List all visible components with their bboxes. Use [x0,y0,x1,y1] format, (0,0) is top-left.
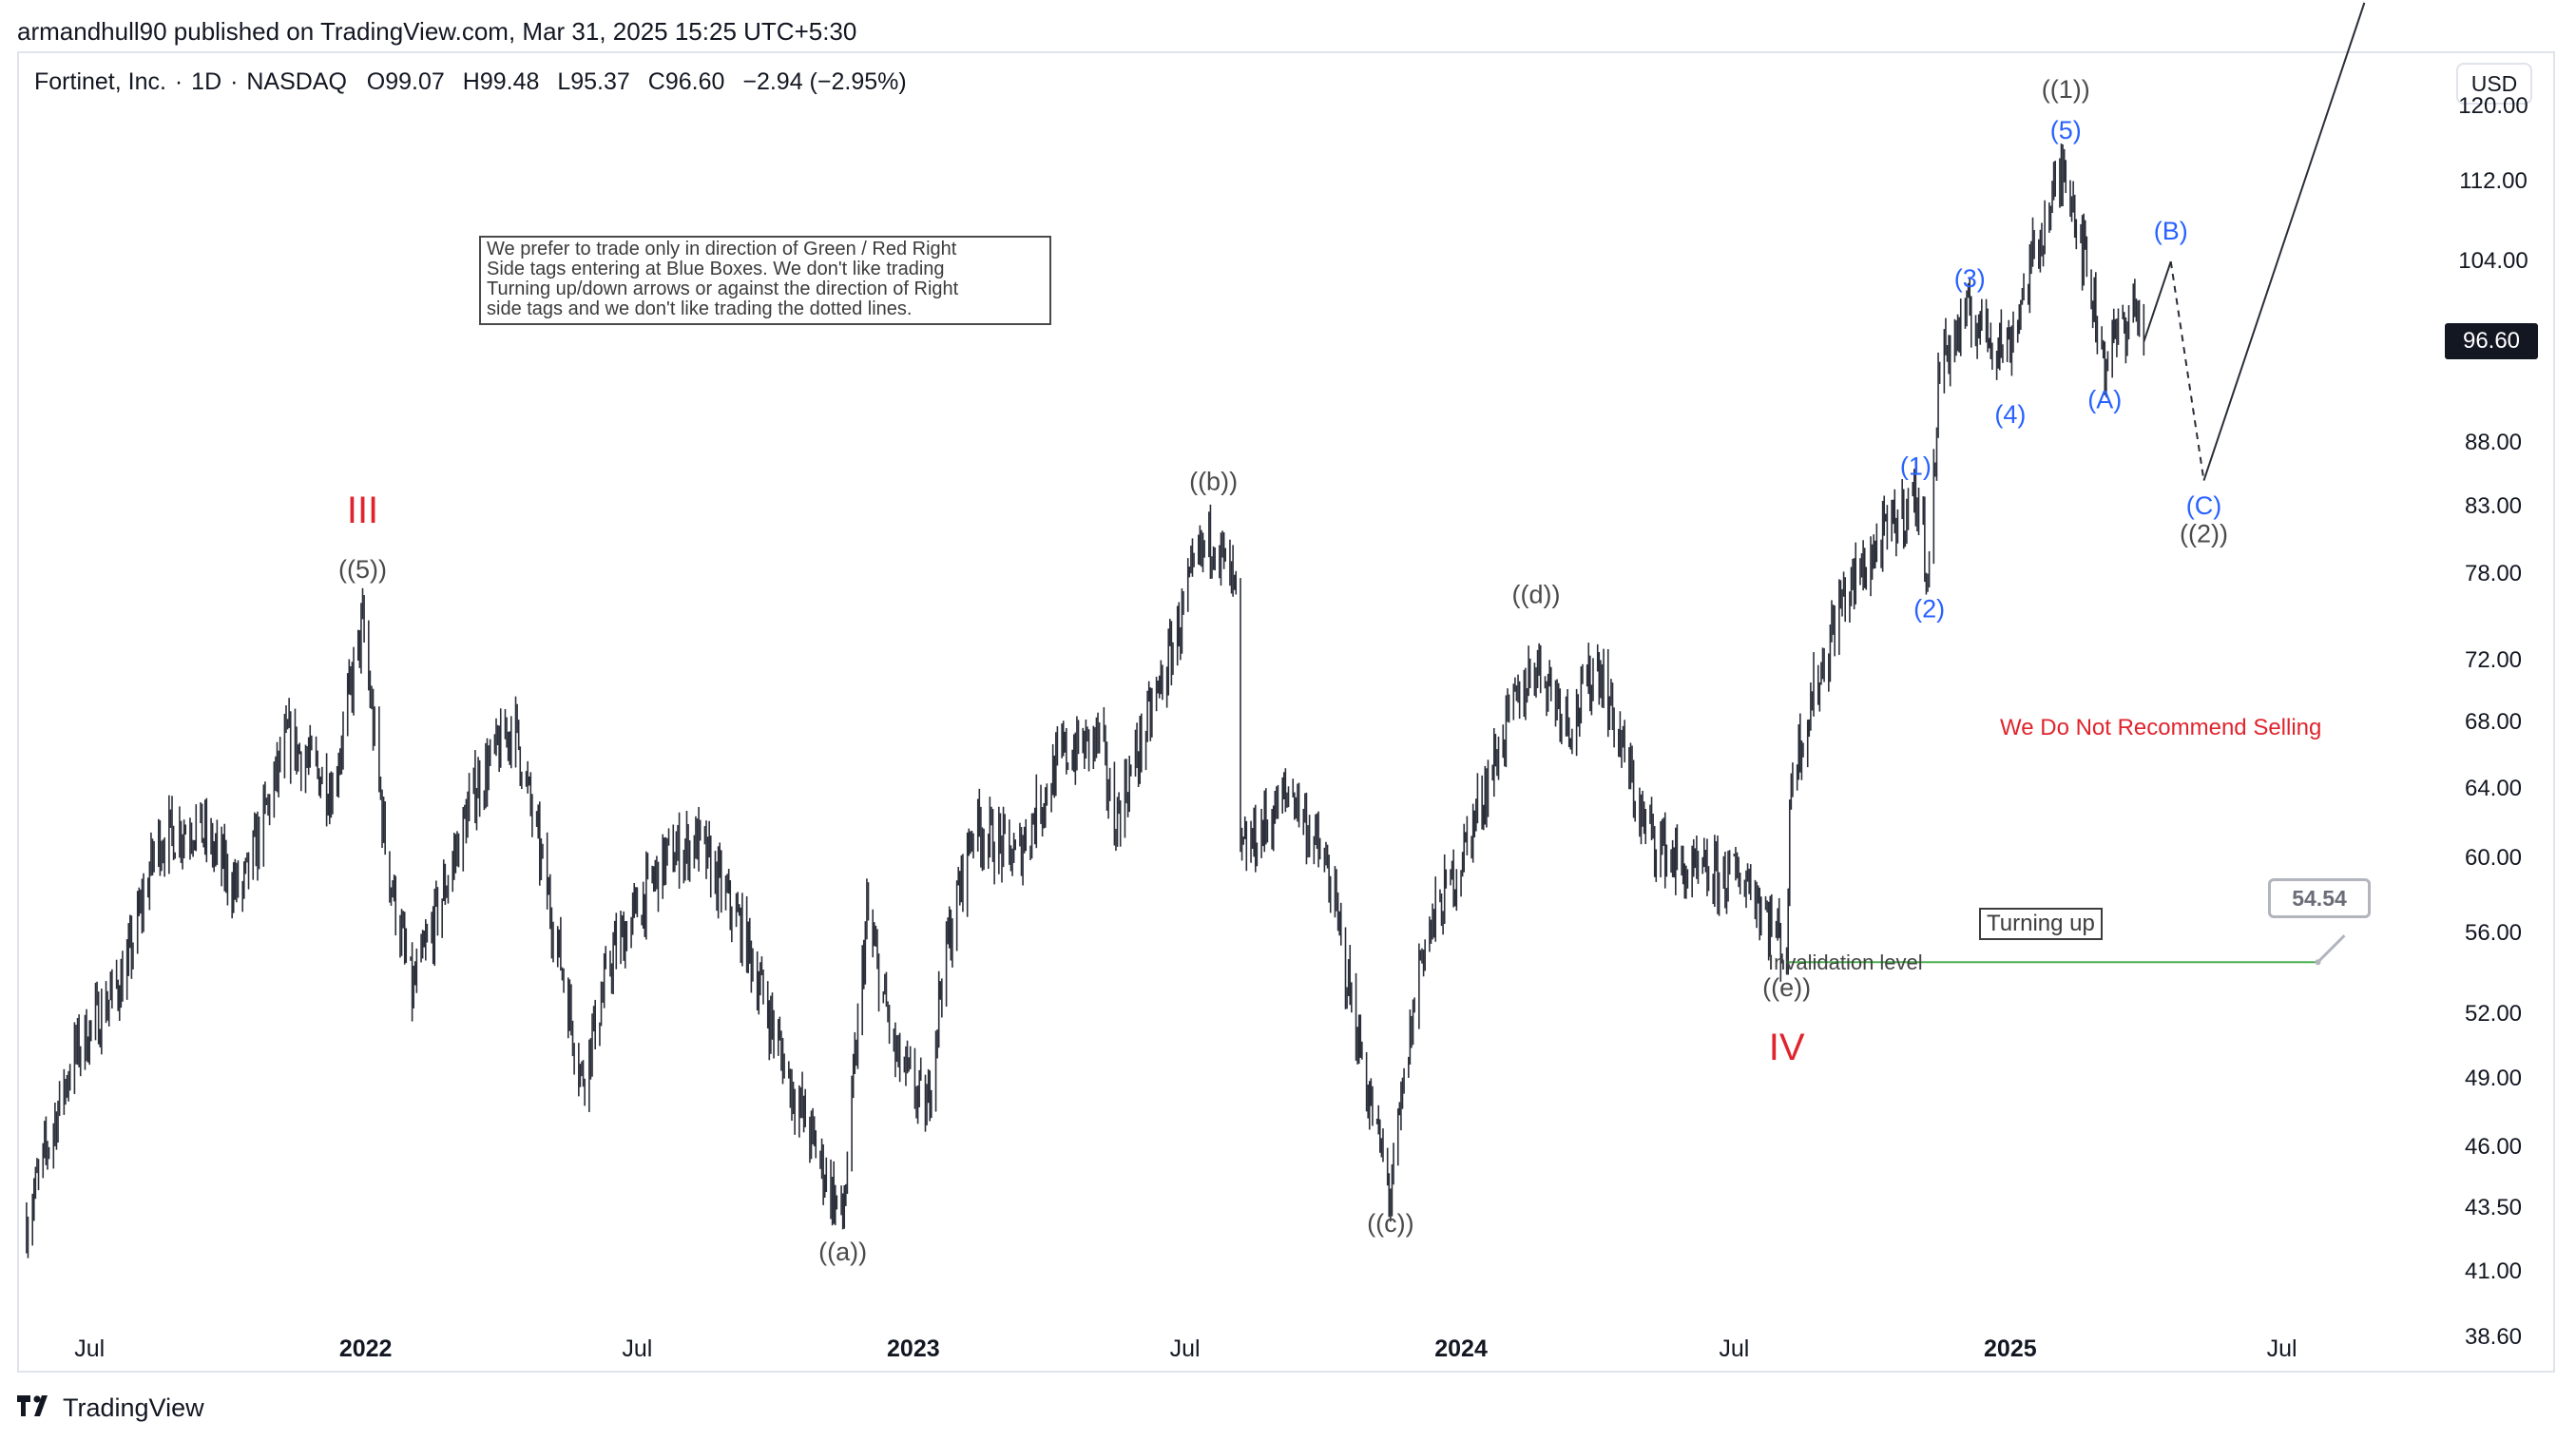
time-tick: Jul [74,1335,106,1362]
last-price-tag: 96.60 [2445,323,2538,360]
note-line: We prefer to trade only in direction of … [487,239,957,259]
price-scale[interactable]: 120.00 112.00 104.00 88.00 83.00 78.00 72.00 68… [2443,53,2547,1365]
wave-label: (C) [2186,491,2221,520]
price-tick: 83.00 [2464,492,2523,519]
time-tick: 2023 [887,1335,940,1362]
price-tick: 68.00 [2464,709,2523,736]
wave-label: (B) [2154,217,2188,245]
wave-label: IV [1769,1027,1805,1068]
callout-pointer [2316,934,2346,964]
projection-line-c [2169,260,2205,481]
price-tick: 72.00 [2464,647,2523,674]
time-tick: Jul [1719,1335,1750,1362]
projection-line-b [2143,260,2172,342]
time-tick: Jul [1169,1335,1201,1362]
price-tick: 120.00 [2458,92,2528,119]
wave-label: (1) [1900,452,1932,480]
high-value: 99.48 [479,68,540,95]
note-line: side tags and we don't like trading the … [487,298,913,319]
price-tick: 52.00 [2464,1000,2523,1027]
wave-label: (4) [1994,400,2026,429]
price-tick: 43.50 [2464,1194,2523,1220]
wave-label: (5) [2050,116,2082,144]
price-tick: 46.00 [2464,1133,2523,1160]
symbol-name[interactable]: Fortinet, Inc. [34,68,166,95]
price-tick: 104.00 [2458,248,2528,275]
time-tick: Jul [622,1335,653,1362]
note-line: Side tags entering at Blue Boxes. We don… [487,259,945,279]
interval[interactable]: 1D [191,68,222,95]
wave-label: (3) [1954,264,1986,293]
price-tick: 78.00 [2464,560,2523,586]
time-tick: 2025 [1984,1335,2037,1362]
close-value: 96.60 [664,68,725,95]
currency-button[interactable]: USD [2456,63,2532,105]
wave-label: ((5)) [338,555,387,584]
brand-name: TradingView [63,1393,204,1422]
recommendation-text: We Do Not Recommend Selling [2000,715,2322,740]
close-label: C [647,68,665,95]
wave-label: ((c)) [1367,1209,1413,1238]
low-value: 95.37 [570,68,630,95]
high-label: H [462,68,480,95]
low-label: L [557,68,571,95]
time-tick: 2024 [1434,1335,1488,1362]
symbol-legend[interactable]: Fortinet, Inc. · 1D · NASDAQ O99.07 H99.… [34,68,907,95]
price-tick: 64.00 [2464,775,2523,801]
price-tick: 49.00 [2464,1065,2523,1091]
wave-label: III [347,490,378,531]
price-tick: 38.60 [2464,1323,2523,1350]
change-value: −2.94 (−2.95%) [742,68,907,95]
price-tick: 56.00 [2464,920,2523,947]
turning-up-tag: Turning up [1979,908,2103,940]
projection-line-up [2202,2,2366,481]
price-tick: 41.00 [2464,1258,2523,1285]
trading-note: We prefer to trade only in direction of … [479,236,1051,325]
exchange: NASDAQ [246,68,347,95]
wave-label: ((1)) [2042,75,2090,104]
wave-label: ((a)) [818,1238,867,1266]
time-tick: Jul [2266,1335,2297,1362]
price-tick: 60.00 [2464,845,2523,872]
wave-label: ((d)) [1511,580,1560,608]
chart-frame[interactable] [17,51,2555,1373]
wave-label: (2) [1913,594,1945,623]
price-tick: 112.00 [2459,167,2528,194]
invalidation-price-callout: 54.54 [2268,878,2371,918]
brand[interactable]: TradingView [17,1393,204,1423]
note-line: Turning up/down arrows or against the di… [487,279,959,299]
tradingview-logo-icon [17,1393,55,1423]
time-tick: 2022 [338,1335,393,1362]
open-value: 99.07 [385,68,445,95]
wave-label: ((2)) [2180,520,2228,548]
invalidation-label: Invalidation level [1768,951,1923,974]
wave-label: (A) [2087,386,2122,414]
attribution: armandhull90 published on TradingView.co… [17,17,857,46]
wave-label: ((e)) [1762,973,1811,1002]
price-tick: 88.00 [2464,429,2523,455]
wave-label: ((b)) [1189,467,1238,495]
open-label: O [366,68,386,95]
